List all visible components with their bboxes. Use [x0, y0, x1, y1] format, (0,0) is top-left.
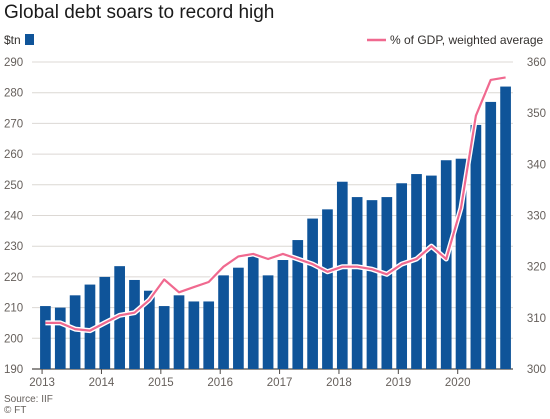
- bar: [366, 200, 378, 369]
- bar: [69, 295, 81, 369]
- bar: [322, 209, 333, 369]
- bar: [277, 260, 289, 369]
- legend: $tn % of GDP, weighted average: [4, 33, 544, 47]
- y-left-tick-label: 280: [4, 88, 23, 100]
- y-left-tick-label: 210: [4, 303, 23, 315]
- bar: [455, 158, 467, 369]
- tick-labels: 190 200 210 220 230 240 250 260 270 280 290 300 310 3…: [4, 57, 546, 389]
- bar: [292, 240, 304, 369]
- x-tick-label: 2019: [386, 377, 412, 389]
- y-left-tick-label: 200: [4, 333, 23, 345]
- line-path: [45, 76, 506, 332]
- y-left-tick-label: 190: [4, 364, 23, 376]
- ft-credit: © FT: [4, 405, 27, 416]
- bar: [396, 183, 408, 369]
- bar: [336, 181, 348, 369]
- x-tick-label: 2013: [29, 377, 55, 389]
- bar: [426, 175, 437, 369]
- y-left-tick-label: 270: [4, 118, 23, 130]
- y-left-tick-label: 230: [4, 241, 23, 253]
- bar: [143, 290, 155, 369]
- bar: [84, 284, 96, 369]
- y-right-tick-label: 300: [527, 364, 546, 376]
- bar: [440, 160, 452, 369]
- x-tick-label: 2020: [445, 377, 471, 389]
- legend-bar-swatch: [25, 34, 34, 45]
- chart-title: Global debt soars to record high: [4, 2, 275, 23]
- footer: Source: IIF © FT: [4, 394, 53, 416]
- y-left-tick-label: 240: [4, 211, 23, 223]
- x-tick-label: 2015: [148, 377, 174, 389]
- bar-series: [40, 86, 511, 369]
- y-left-tick-label: 290: [4, 57, 23, 69]
- bar: [173, 295, 185, 369]
- legend-bar-label: $tn: [4, 33, 21, 47]
- x-tick-label: 2016: [207, 377, 233, 389]
- y-right-tick-label: 320: [527, 262, 546, 274]
- bar: [247, 255, 259, 369]
- x-tick-label: 2014: [89, 377, 115, 389]
- bar: [307, 218, 318, 369]
- y-right-tick-label: 340: [527, 159, 546, 171]
- bar: [129, 279, 140, 369]
- y-right-tick-label: 310: [527, 313, 546, 325]
- bar: [40, 306, 51, 369]
- y-right-tick-label: 330: [527, 211, 546, 223]
- y-right-tick-label: 360: [527, 57, 546, 69]
- bar: [381, 197, 393, 369]
- bar: [500, 86, 511, 369]
- y-left-tick-label: 220: [4, 272, 23, 284]
- bar: [470, 124, 482, 369]
- bar: [54, 307, 66, 369]
- bar: [233, 267, 244, 369]
- source-note: Source: IIF: [4, 394, 53, 405]
- bar: [188, 301, 200, 369]
- legend-line-label: % of GDP, weighted average: [390, 33, 544, 47]
- bar: [218, 275, 229, 369]
- y-left-tick-label: 260: [4, 149, 23, 161]
- x-tick-label: 2017: [267, 377, 293, 389]
- bar: [411, 174, 422, 369]
- line-series: [45, 74, 507, 334]
- y-right-tick-label: 350: [527, 108, 546, 120]
- bar: [351, 197, 363, 369]
- bar: [485, 101, 497, 369]
- bar: [262, 275, 274, 369]
- y-left-tick-label: 250: [4, 180, 23, 192]
- x-tick-label: 2018: [326, 377, 352, 389]
- bar: [203, 301, 215, 369]
- bar: [158, 306, 170, 369]
